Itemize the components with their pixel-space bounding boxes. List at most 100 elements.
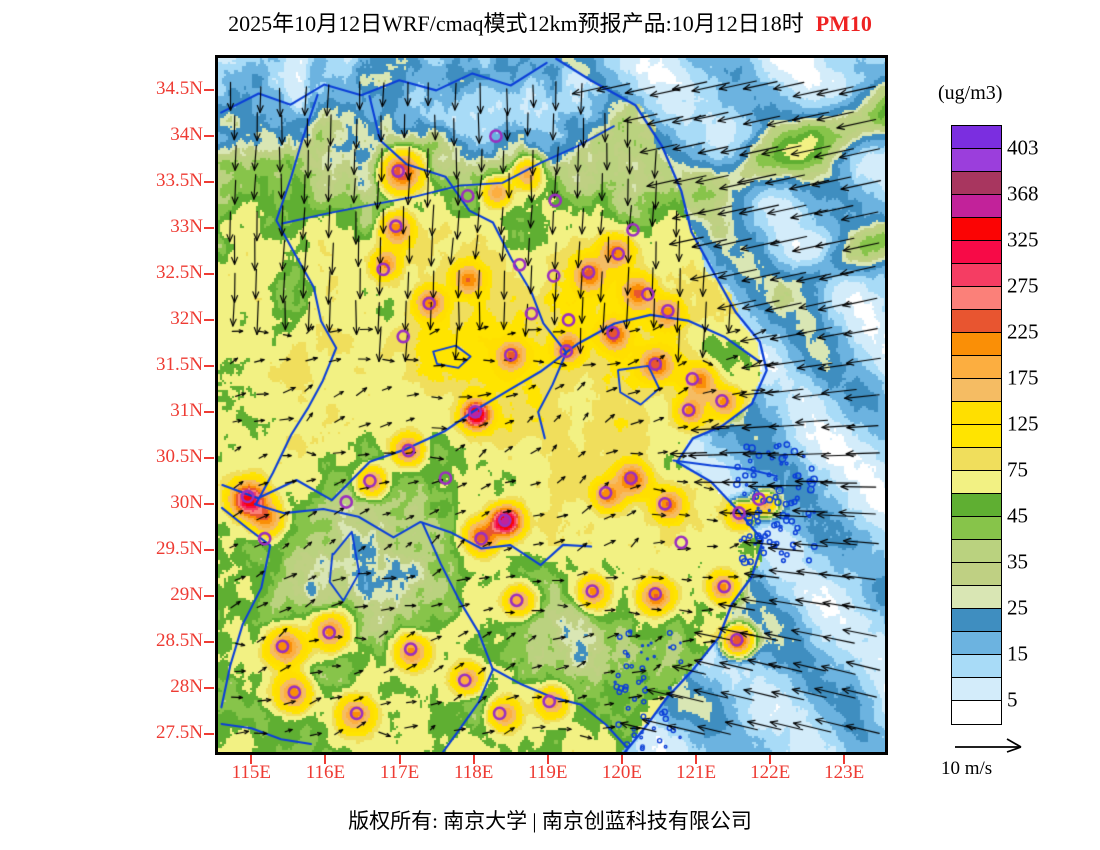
title-main-text: 2025年10月12日WRF/cmaq模式12km预报产品:10月12日18时 (228, 11, 804, 36)
lat-tick-mark (204, 640, 214, 643)
colorbar[interactable] (951, 125, 1002, 725)
colorbar-band-19[interactable] (952, 563, 1001, 586)
lon-tick-mark (472, 755, 475, 764)
pm10-contour-canvas (218, 58, 885, 752)
colorbar-band-20[interactable] (952, 586, 1001, 609)
colorbar-label-175: 175 (1007, 365, 1039, 390)
lat-tick-33N: 33N (170, 216, 203, 238)
lon-tick-mark (324, 755, 327, 764)
lon-tick-mark (620, 755, 623, 764)
colorbar-band-5[interactable] (952, 241, 1001, 264)
colorbar-label-325: 325 (1007, 227, 1039, 252)
colorbar-band-0[interactable] (952, 126, 1001, 149)
lat-tick-33.5N: 33.5N (156, 170, 203, 192)
colorbar-band-22[interactable] (952, 632, 1001, 655)
colorbar-band-18[interactable] (952, 540, 1001, 563)
lat-tick-mark (204, 364, 214, 367)
colorbar-label-275: 275 (1007, 273, 1039, 298)
lat-tick-34.5N: 34.5N (156, 78, 203, 100)
colorbar-band-15[interactable] (952, 471, 1001, 494)
colorbar-label-45: 45 (1007, 503, 1028, 528)
colorbar-band-6[interactable] (952, 264, 1001, 287)
colorbar-band-17[interactable] (952, 517, 1001, 540)
colorbar-label-75: 75 (1007, 457, 1028, 482)
lat-tick-mark (204, 273, 214, 275)
page-title: 2025年10月12日WRF/cmaq模式12km预报产品:10月12日18时 P… (0, 6, 1100, 38)
colorbar-label-368: 368 (1007, 181, 1039, 206)
colorbar-band-23[interactable] (952, 655, 1001, 678)
lon-tick-119E: 119E (528, 762, 568, 783)
colorbar-units-label: (ug/m3) (938, 82, 1003, 104)
colorbar-band-24[interactable] (952, 678, 1001, 701)
lat-tick-28.5N: 28.5N (156, 629, 203, 651)
colorbar-band-4[interactable] (952, 218, 1001, 241)
lat-tick-mark (204, 548, 214, 551)
colorbar-tick-labels: 403 368 325 275 225 175 125 75 45 35 25 15 5 (1007, 125, 1097, 725)
lat-tick-32N: 32N (170, 307, 203, 329)
colorbar-label-225: 225 (1007, 319, 1039, 344)
colorbar-band-2[interactable] (952, 172, 1001, 195)
lon-tick-mark (695, 755, 698, 764)
copyright-footer: 版权所有: 南京大学 | 南京创蓝科技有限公司 (348, 809, 752, 833)
lat-tick-29N: 29N (170, 583, 203, 605)
lat-tick-29.5N: 29.5N (156, 537, 203, 559)
colorbar-band-16[interactable] (952, 494, 1001, 517)
lon-tick-115E: 115E (231, 762, 272, 783)
colorbar-band-8[interactable] (952, 310, 1001, 333)
lon-tick-123E: 123E (824, 762, 865, 783)
lon-tick-121E: 121E (675, 762, 717, 783)
lon-tick-116E: 116E (305, 762, 346, 783)
lon-tick-122E: 122E (750, 762, 791, 783)
title-species-text: PM10 (815, 11, 872, 36)
lat-tick-mark (204, 686, 214, 689)
colorbar-band-9[interactable] (952, 333, 1001, 356)
lon-tick-mark (546, 755, 549, 764)
lat-tick-32.5N: 32.5N (156, 262, 203, 283)
lat-tick-mark (204, 181, 214, 184)
wind-vector-scale: 10 m/s (941, 735, 1091, 780)
colorbar-band-3[interactable] (952, 195, 1001, 218)
lat-tick-mark (204, 135, 214, 138)
wind-arrow-icon (955, 738, 1022, 753)
lat-tick-30N: 30N (170, 491, 203, 513)
lon-tick-mark (398, 755, 401, 764)
lon-tick-117E: 117E (379, 762, 420, 783)
lat-tick-27.5N: 27.5N (156, 721, 203, 743)
colorbar-label-25: 25 (1007, 595, 1028, 620)
lat-tick-mark (204, 227, 214, 230)
colorbar-label-35: 35 (1007, 549, 1028, 574)
lat-tick-28N: 28N (170, 675, 203, 697)
colorbar-label-125: 125 (1007, 411, 1039, 436)
lon-tick-mark (843, 755, 846, 764)
colorbar-label-5: 5 (1007, 687, 1018, 712)
colorbar-band-12[interactable] (952, 402, 1001, 425)
lat-tick-34N: 34N (170, 124, 203, 146)
colorbar-band-14[interactable] (952, 448, 1001, 471)
lat-tick-mark (204, 89, 214, 92)
colorbar-band-21[interactable] (952, 609, 1001, 632)
colorbar-band-11[interactable] (952, 379, 1001, 402)
lat-tick-mark (204, 410, 214, 413)
colorbar-label-15: 15 (1007, 641, 1028, 666)
colorbar-band-1[interactable] (952, 149, 1001, 172)
lat-tick-mark (204, 732, 214, 735)
lat-tick-mark (204, 594, 214, 597)
lat-tick-31.5N: 31.5N (156, 353, 203, 375)
colorbar-band-10[interactable] (952, 356, 1001, 379)
colorbar-band-7[interactable] (952, 287, 1001, 310)
lon-tick-mark (769, 755, 772, 764)
colorbar-band-13[interactable] (952, 425, 1001, 448)
colorbar-band-25[interactable] (952, 701, 1001, 724)
lat-tick-30.5N: 30.5N (156, 445, 203, 467)
lon-tick-mark (250, 755, 253, 764)
lon-tick-120E: 120E (601, 762, 642, 783)
wind-scale-label: 10 m/s (941, 758, 993, 779)
colorbar-label-403: 403 (1007, 135, 1039, 160)
map-plot-area[interactable] (215, 55, 888, 755)
lat-tick-31N: 31N (170, 399, 203, 421)
lat-tick-mark (204, 456, 214, 459)
lat-tick-mark (204, 318, 214, 321)
lon-tick-118E: 118E (453, 762, 494, 783)
lat-tick-mark (204, 502, 214, 505)
